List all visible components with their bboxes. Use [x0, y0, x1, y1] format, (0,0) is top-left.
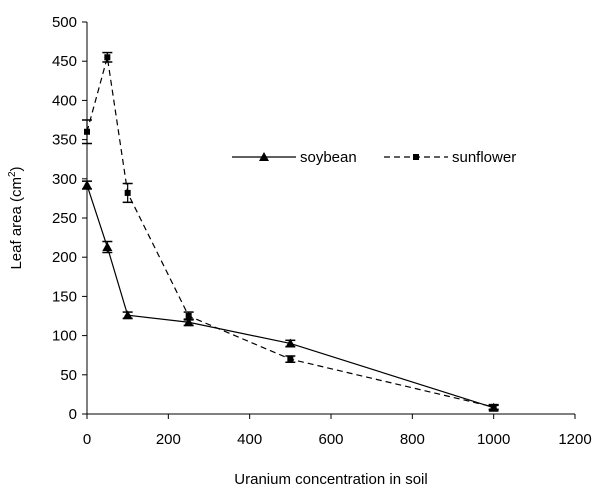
x-ticks: 0 200 400 600 800 1000 1200 [83, 414, 592, 448]
data-point [490, 403, 497, 410]
legend-marker [259, 152, 269, 161]
y-tick-label: 150 [52, 288, 77, 305]
data-point [285, 338, 296, 348]
data-point [102, 242, 113, 252]
y-tick-label: 250 [52, 210, 77, 227]
x-tick-label: 0 [83, 431, 91, 448]
legend-item-soybean: soybean [232, 149, 357, 166]
x-axis-title: Uranium concentration in soil [234, 471, 427, 488]
data-point [84, 128, 90, 135]
legend-item-sunflower: sunflower [384, 149, 516, 166]
data-point [82, 180, 92, 190]
series-line-sunflower [86, 57, 494, 408]
y-tick-label: 400 [52, 92, 77, 109]
series-line-soybean [86, 184, 494, 409]
data-point [287, 356, 294, 363]
legend: soybean sunflower [232, 149, 516, 166]
legend-marker [413, 154, 419, 160]
x-tick-label: 1000 [477, 431, 510, 448]
data-point [185, 313, 192, 319]
data-point [104, 54, 111, 61]
data-point [122, 310, 133, 320]
axes [86, 22, 575, 415]
y-tick-label: 200 [52, 249, 77, 266]
y-tick-label: 300 [52, 171, 77, 188]
legend-label: soybean [300, 149, 357, 166]
y-ticks: 0 50 100 150 200 250 300 350 400 450 500 [52, 14, 87, 423]
x-tick-label: 200 [156, 431, 181, 448]
x-tick-label: 600 [318, 431, 343, 448]
y-tick-label: 450 [52, 53, 77, 70]
x-tick-label: 800 [400, 431, 425, 448]
data-point [183, 317, 194, 327]
y-tick-label: 350 [52, 132, 77, 149]
y-axis-title: Leaf area (cm2) [7, 166, 25, 269]
series-sunflower [82, 51, 499, 411]
series-layer [82, 51, 499, 412]
series-soybean [82, 180, 499, 412]
y-tick-label: 0 [69, 406, 77, 423]
x-tick-label: 1200 [558, 431, 591, 448]
y-tick-label: 500 [52, 14, 77, 31]
legend-label: sunflower [452, 149, 516, 166]
x-tick-label: 400 [237, 431, 262, 448]
y-tick-label: 50 [60, 367, 77, 384]
y-tick-label: 100 [52, 328, 77, 345]
data-point [124, 189, 131, 196]
